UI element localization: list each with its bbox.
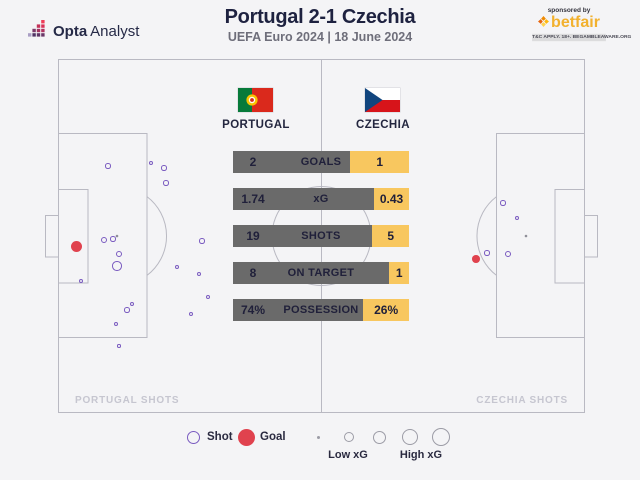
shot-marker <box>505 251 511 257</box>
home-bar-segment <box>233 225 373 247</box>
shot-marker <box>116 251 122 257</box>
shot-marker <box>113 321 119 327</box>
shot-legend-swatch <box>186 430 200 444</box>
shot-marker <box>163 180 169 186</box>
away-stat-value: 26% <box>374 303 399 317</box>
stats-table: 2 GOALS 1 1.74 xG 0.43 19 SHOTS 5 8 ON TARGET 1 74% P… <box>233 151 409 321</box>
away-stat-value: 0.43 <box>379 192 404 206</box>
away-stat-value: 5 <box>387 229 395 243</box>
goal-legend-swatch <box>237 428 255 446</box>
brand-bold: Opta <box>53 23 88 40</box>
penalty-spot-right <box>524 234 528 238</box>
portugal-flag <box>238 88 273 112</box>
home-shots-label: PORTUGAL SHOTS <box>75 395 180 406</box>
xg-scale-circle <box>373 430 386 444</box>
shot-marker <box>500 200 506 206</box>
shot-marker <box>205 294 211 300</box>
shot-marker <box>196 271 202 277</box>
away-team-name: CZECHIA <box>356 119 410 131</box>
low-xg-label: Low xG <box>328 449 368 461</box>
penalty-spot-left <box>115 234 119 238</box>
xg-scale-circle <box>344 432 354 442</box>
home-bar-segment <box>233 299 364 321</box>
shot-marker <box>199 238 205 244</box>
stat-row-xg: 1.74 xG 0.43 <box>233 188 409 210</box>
betfair-pinwheel-icon <box>538 14 550 31</box>
shot-marker <box>161 165 167 171</box>
stat-label: ON TARGET <box>287 267 355 279</box>
away-bar-segment <box>350 151 409 173</box>
away-bar-segment <box>374 188 409 210</box>
home-bar-segment <box>233 151 351 173</box>
sponsored-by-label: sponsored by <box>547 7 591 14</box>
away-bar-segment <box>372 225 409 247</box>
goal-marker <box>472 255 480 263</box>
stat-row-possession: 74% POSSESSION 26% <box>233 299 409 321</box>
away-bar-segment <box>363 299 409 321</box>
xg-scale-circle <box>316 435 320 439</box>
page-subtitle: UEFA Euro 2024 | 18 June 2024 <box>227 30 413 44</box>
page-title: Portugal 2-1 Czechia <box>224 6 416 28</box>
shot-marker <box>189 312 193 316</box>
home-team-name: PORTUGAL <box>222 119 290 131</box>
opta-analyst-logo: Opta Analyst <box>27 20 139 43</box>
stat-label: GOALS <box>300 156 342 168</box>
betfair-logo: betfair <box>524 14 614 31</box>
home-stat-value: 2 <box>249 155 257 169</box>
shot-marker <box>515 216 519 220</box>
shot-marker <box>129 301 135 307</box>
home-stat-value: 8 <box>249 266 257 280</box>
shot-marker <box>484 250 490 256</box>
shot-marker <box>79 279 83 283</box>
brand-regular: Analyst <box>90 23 140 40</box>
home-stat-value: 19 <box>246 229 260 243</box>
shot-marker <box>112 261 122 271</box>
goal-legend-label: Goal <box>260 431 286 443</box>
brand-text: Opta Analyst <box>53 23 139 40</box>
home-bar-segment <box>233 188 375 210</box>
home-stat-value: 1.74 <box>241 192 265 206</box>
shot-marker <box>117 344 121 348</box>
stat-label: SHOTS <box>301 230 341 242</box>
shot-marker <box>105 163 111 169</box>
shot-marker <box>148 160 154 166</box>
away-stat-value: 1 <box>376 155 384 169</box>
away-shots-label: CZECHIA SHOTS <box>476 395 568 406</box>
shot-marker <box>100 236 108 244</box>
shot-marker <box>174 264 180 270</box>
home-stat-value: 74% <box>240 303 266 317</box>
betfair-wordmark: betfair <box>551 14 600 31</box>
away-bar-segment <box>389 262 409 284</box>
high-xg-label: High xG <box>399 449 443 461</box>
sponsor-block: sponsored by betfair T&C APPLY. 18+. BEG… <box>524 7 632 42</box>
away-stat-value: 1 <box>395 266 403 280</box>
home-bar-segment <box>233 262 390 284</box>
stat-row-on-target: 8 ON TARGET 1 <box>233 262 409 284</box>
xg-scale-circle <box>431 428 450 446</box>
stat-row-shots: 19 SHOTS 5 <box>233 225 409 247</box>
czechia-flag <box>365 88 400 112</box>
opta-pixel-icon <box>27 20 47 43</box>
stat-label: xG <box>313 193 329 205</box>
stat-row-goals: 2 GOALS 1 <box>233 151 409 173</box>
sponsor-terms: T&C APPLY. 18+. BEGAMBLEAWARE.ORG <box>532 33 632 42</box>
shot-marker <box>124 307 130 313</box>
xg-scale-circle <box>402 429 418 445</box>
stat-label: POSSESSION <box>283 304 359 316</box>
goal-marker <box>70 240 82 252</box>
shot-legend-label: Shot <box>207 431 233 443</box>
shot-marker <box>110 236 116 242</box>
